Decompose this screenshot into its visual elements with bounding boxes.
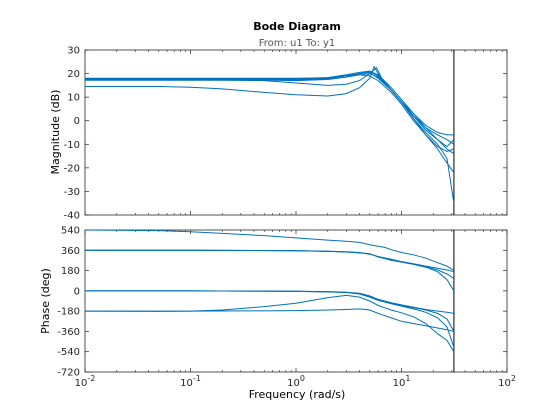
phase-series-group	[85, 230, 455, 352]
phase-series-7	[85, 290, 454, 314]
x-tick-label: 102	[498, 374, 516, 389]
x-axis-label: Frequency (rad/s)	[249, 388, 346, 401]
x-tick-label: 101	[393, 374, 411, 389]
chart-subtitle: From: u1 To: y1	[259, 38, 336, 49]
phase-y-tick-label: -180	[57, 307, 80, 318]
phase-series-9	[85, 308, 455, 332]
magnitude-series-1	[85, 71, 455, 204]
magnitude-y-tick-label: 0	[74, 116, 80, 127]
x-tick-label: 10-1	[180, 374, 201, 389]
magnitude-series-4	[85, 70, 454, 136]
phase-y-tick-label: 180	[61, 266, 80, 277]
magnitude-y-tick-label: -10	[64, 140, 80, 151]
x-tick-label: 10-2	[75, 374, 96, 389]
phase-panel: 540 360 180 0 -180 -360 -540 -720 Phase (deg)	[39, 226, 508, 379]
phase-y-tick-label: 360	[61, 246, 80, 257]
phase-tick-group: 540 360 180 0 -180 -360 -540 -720	[57, 226, 508, 379]
magnitude-series-group	[85, 65, 455, 204]
phase-series-8	[85, 294, 455, 352]
magnitude-axes-box	[84, 49, 508, 216]
magnitude-panel: 30 20 10 0 -10 -20 -30 -40 Magnitude (dB)	[49, 46, 508, 222]
x-tick-label-group: 10-2 10-1 100 101 102	[75, 374, 516, 389]
magnitude-y-tick-label: -30	[64, 187, 80, 198]
phase-y-tick-label: 0	[74, 286, 80, 297]
chart-title: Bode Diagram	[253, 20, 341, 33]
phase-y-tick-label: -360	[57, 327, 80, 338]
phase-y-tick-label: 540	[61, 226, 80, 237]
magnitude-y-tick-label: -40	[64, 211, 80, 222]
magnitude-y-tick-label: 20	[67, 69, 80, 80]
magnitude-series-6	[85, 65, 455, 155]
magnitude-y-tick-label: -20	[64, 163, 80, 174]
phase-y-tick-label: -720	[57, 368, 80, 379]
phase-series-1	[85, 230, 455, 272]
magnitude-y-axis-label: Magnitude (dB)	[49, 90, 62, 175]
magnitude-series-5	[85, 66, 455, 148]
phase-axes-box	[84, 229, 508, 373]
magnitude-y-tick-label: 30	[67, 46, 80, 57]
magnitude-y-tick-label: 10	[67, 93, 80, 104]
magnitude-series-7	[85, 73, 455, 173]
phase-series-4	[85, 249, 455, 279]
magnitude-tick-group: 30 20 10 0 -10 -20 -30 -40	[64, 46, 508, 222]
phase-y-tick-label: -540	[57, 347, 80, 358]
x-tick-label: 100	[287, 374, 305, 389]
phase-y-axis-label: Phase (deg)	[39, 268, 52, 334]
